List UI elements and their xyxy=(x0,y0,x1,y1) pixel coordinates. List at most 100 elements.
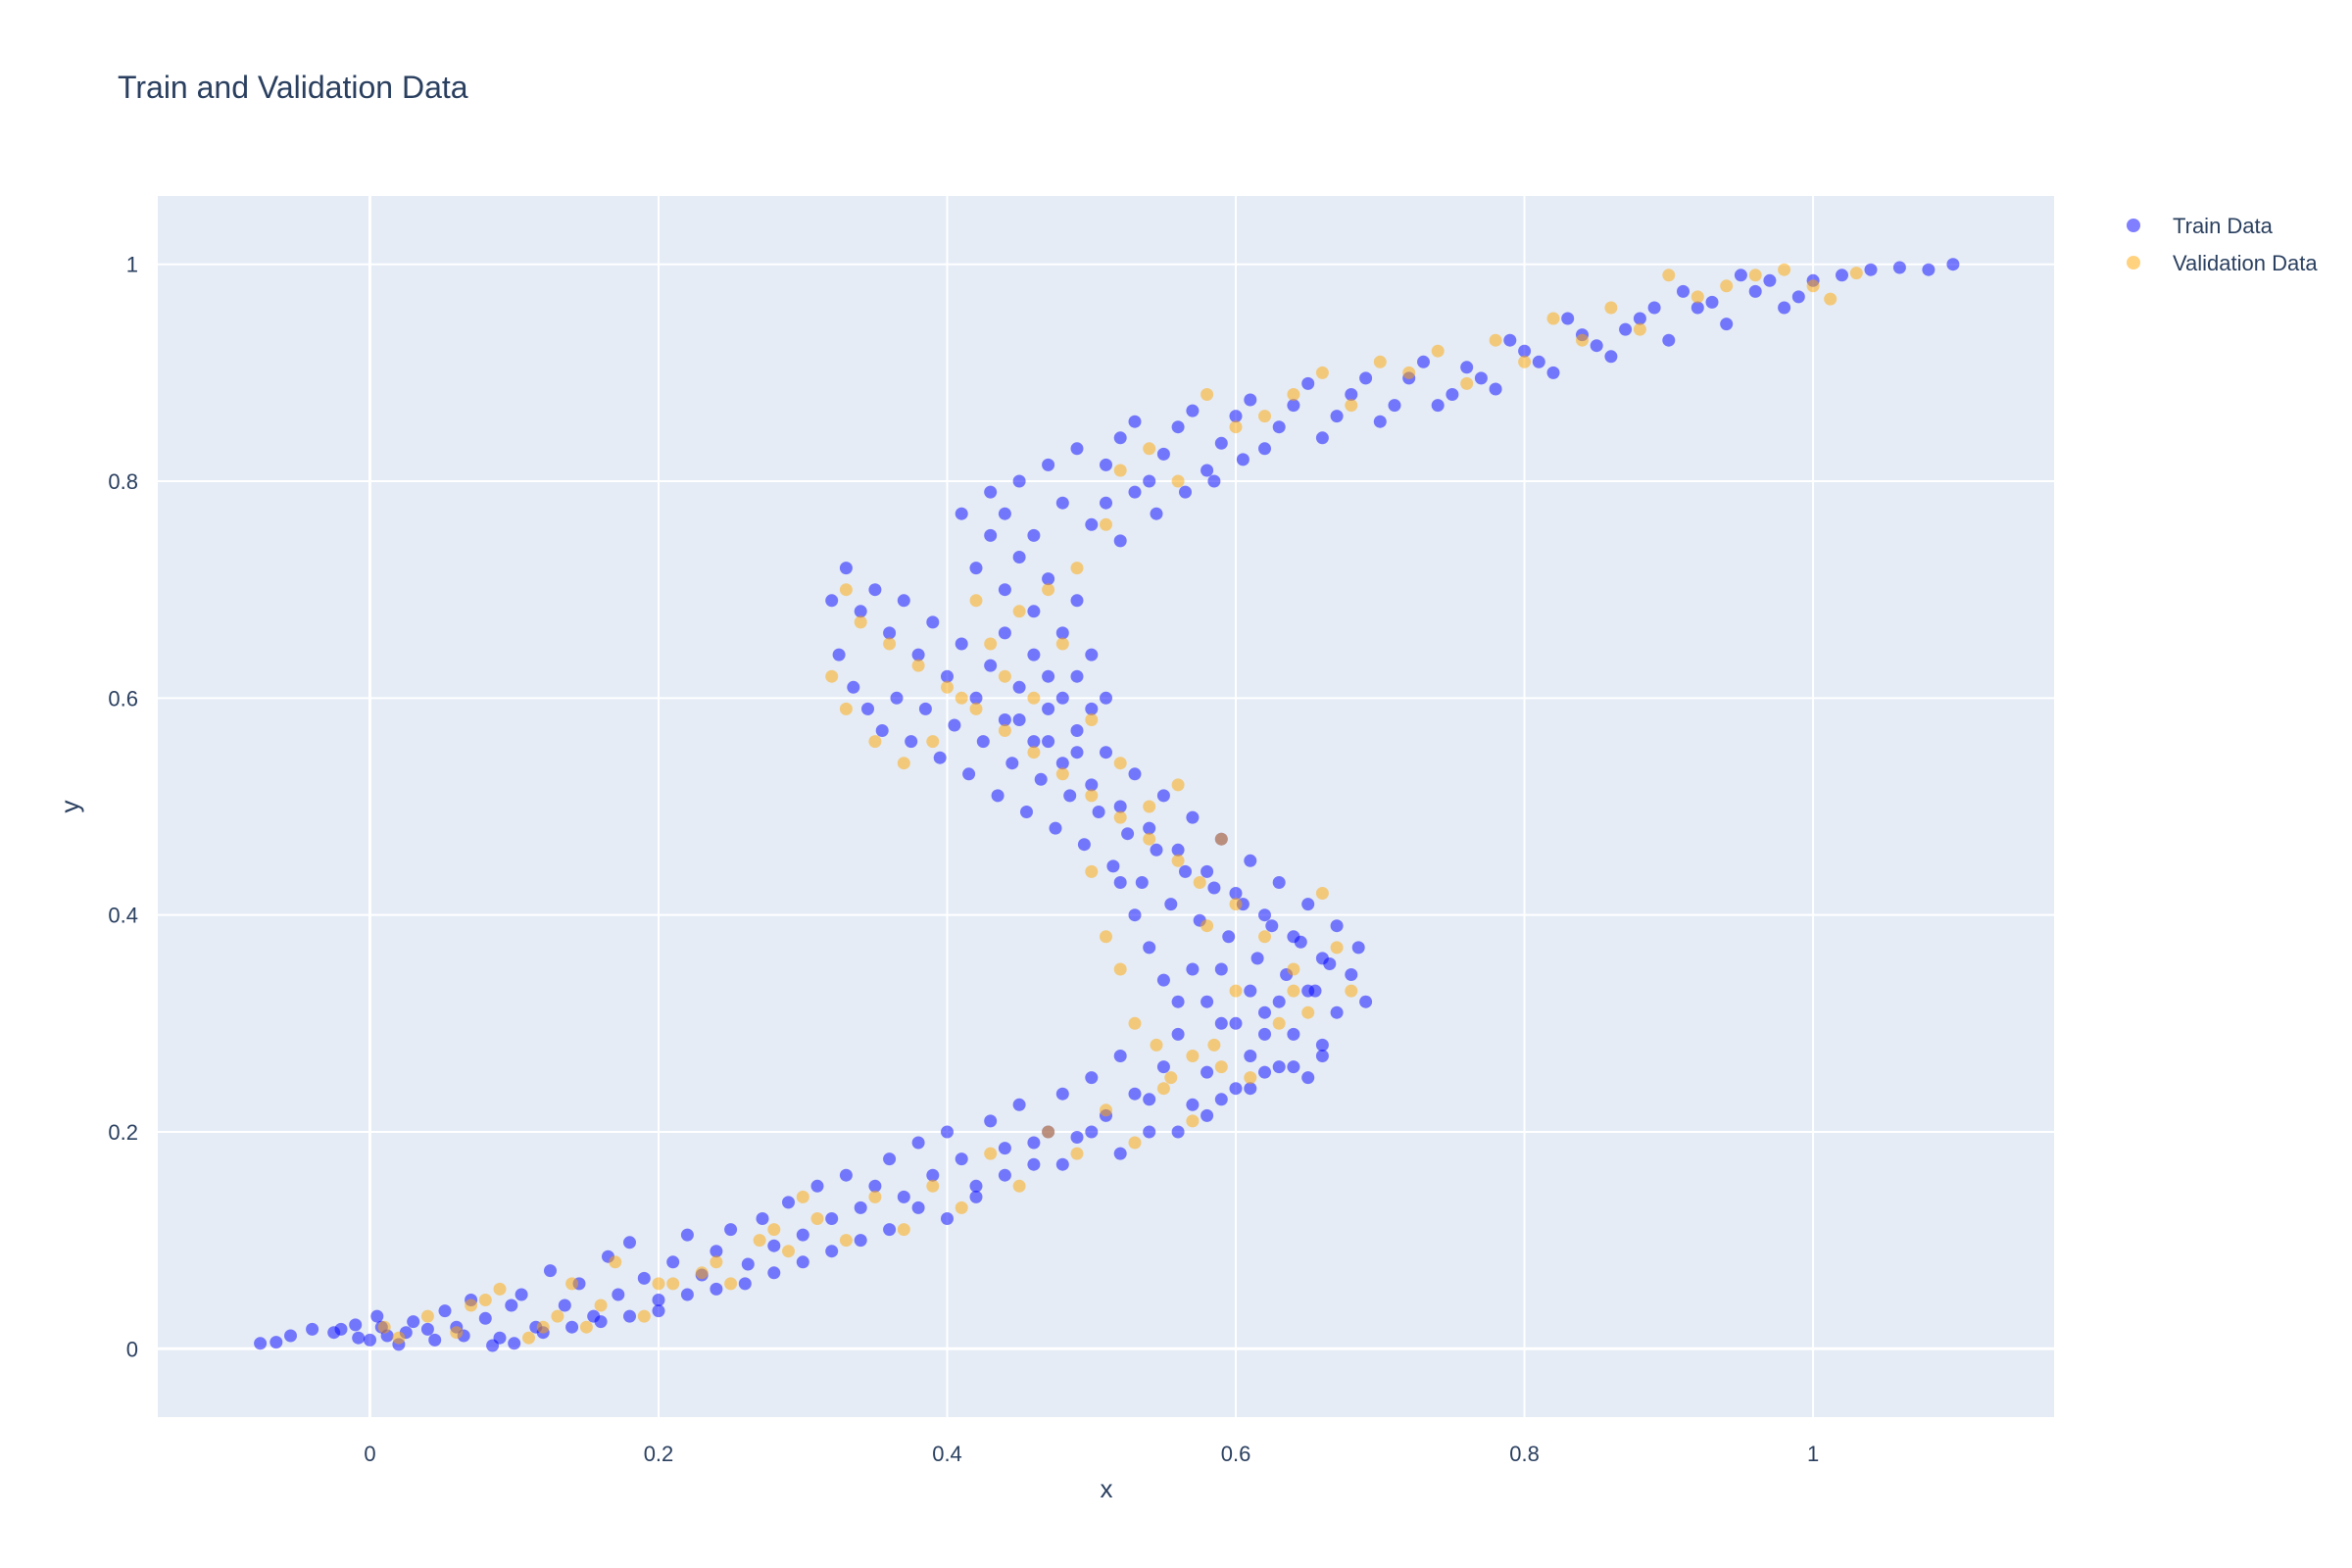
data-point xyxy=(883,1223,897,1237)
data-point xyxy=(1113,1147,1127,1160)
data-point xyxy=(883,1152,897,1166)
data-point xyxy=(839,562,853,575)
data-point xyxy=(1460,376,1474,390)
data-point xyxy=(1272,1016,1286,1030)
data-point xyxy=(1027,648,1041,662)
data-point xyxy=(1179,864,1192,878)
data-point xyxy=(1308,984,1322,998)
y-tick-label: 0.2 xyxy=(108,1120,138,1145)
data-point xyxy=(1055,767,1069,781)
x-tick-label: 0 xyxy=(364,1442,375,1466)
data-point xyxy=(1012,551,1026,564)
data-point xyxy=(270,1336,283,1349)
data-point xyxy=(1012,474,1026,488)
data-point xyxy=(1922,263,1936,276)
data-point xyxy=(955,1152,968,1166)
data-point xyxy=(1100,930,1112,944)
data-point xyxy=(796,1228,809,1242)
x-tick-label: 1 xyxy=(1807,1442,1819,1466)
data-point xyxy=(897,594,910,608)
data-point xyxy=(364,1333,376,1347)
data-point xyxy=(377,1320,391,1334)
data-point xyxy=(832,648,846,662)
axis-ticks: 0 0.2 0.4 0.6 0.8 1 0 0.2 0.4 0.6 0.8 1 xyxy=(108,253,1819,1466)
data-point xyxy=(1027,528,1041,542)
data-point xyxy=(1156,973,1170,987)
data-point xyxy=(1258,1005,1271,1019)
data-point xyxy=(1604,301,1618,315)
plot-area xyxy=(158,196,2054,1417)
legend-label: Validation Data xyxy=(2173,251,2318,275)
data-point xyxy=(854,1234,867,1248)
data-point xyxy=(1106,859,1120,873)
data-point xyxy=(1200,1065,1214,1079)
x-axis-title: x xyxy=(1101,1474,1113,1503)
data-point xyxy=(1085,1071,1099,1085)
data-point xyxy=(1330,1005,1344,1019)
data-point xyxy=(1200,388,1214,401)
data-point xyxy=(911,648,925,662)
data-point xyxy=(1244,984,1257,998)
data-point xyxy=(1373,355,1387,368)
data-point xyxy=(1171,474,1185,488)
data-point xyxy=(1345,968,1358,981)
data-point xyxy=(756,1212,769,1225)
data-point xyxy=(1070,594,1084,608)
data-point xyxy=(1055,496,1069,510)
data-point xyxy=(1258,1065,1271,1079)
data-point xyxy=(1150,1038,1163,1052)
data-point xyxy=(1229,1016,1243,1030)
data-point xyxy=(1193,876,1206,889)
data-point xyxy=(897,1223,910,1237)
data-point xyxy=(1042,735,1055,749)
data-point xyxy=(1143,941,1156,955)
data-point xyxy=(1272,1060,1286,1074)
data-point xyxy=(1345,399,1358,413)
data-point xyxy=(710,1282,723,1296)
x-tick-label: 0.4 xyxy=(932,1442,962,1466)
data-point xyxy=(1301,1071,1315,1085)
data-point xyxy=(926,615,940,629)
data-point xyxy=(637,1271,651,1285)
data-point xyxy=(1633,322,1646,336)
data-point xyxy=(1576,333,1589,347)
data-point xyxy=(1020,806,1033,818)
data-point xyxy=(1034,772,1048,786)
data-point xyxy=(1100,746,1112,760)
data-point xyxy=(1446,388,1459,401)
data-point xyxy=(1171,420,1185,434)
data-point xyxy=(1143,1093,1156,1106)
data-point xyxy=(1315,431,1329,445)
data-point xyxy=(1250,952,1264,965)
data-point xyxy=(1590,339,1603,353)
data-point xyxy=(1055,1157,1069,1171)
data-point xyxy=(1027,1157,1041,1171)
data-point xyxy=(883,637,897,651)
legend-marker xyxy=(2127,256,2140,270)
data-point xyxy=(1402,366,1416,379)
data-point xyxy=(955,637,968,651)
data-point xyxy=(1315,1038,1329,1052)
data-point xyxy=(508,1337,521,1350)
data-point xyxy=(1055,1087,1069,1101)
data-point xyxy=(1272,420,1286,434)
data-point xyxy=(897,757,910,770)
data-point xyxy=(1720,279,1734,293)
data-point xyxy=(1518,344,1532,358)
data-point xyxy=(998,1142,1011,1155)
data-point xyxy=(839,1234,853,1248)
data-point xyxy=(1005,757,1019,770)
data-point xyxy=(1359,995,1373,1008)
data-point xyxy=(1474,371,1488,385)
data-point xyxy=(1200,864,1214,878)
data-point xyxy=(911,1136,925,1150)
data-point xyxy=(1229,410,1243,423)
data-point xyxy=(782,1196,795,1209)
data-point xyxy=(984,1114,998,1128)
data-point xyxy=(1229,1082,1243,1096)
data-point xyxy=(1171,1125,1185,1139)
data-point xyxy=(839,702,853,715)
data-point xyxy=(1113,534,1127,548)
data-point xyxy=(695,1266,709,1280)
